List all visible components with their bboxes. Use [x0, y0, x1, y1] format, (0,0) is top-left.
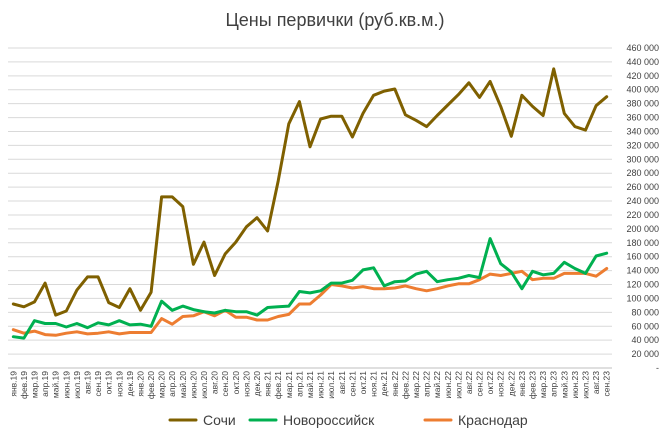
x-tick-label: янв.23 [517, 371, 527, 397]
y-tick-label: - [656, 363, 659, 373]
y-axis-ticks: - 20 000 40 000 60 000 80 000 100 000 120 000 1… [626, 43, 659, 373]
x-tick-label: фев.23 [528, 371, 538, 399]
x-tick-label: окт.21 [358, 371, 368, 395]
series-line-0 [11, 67, 609, 317]
x-tick-label: авг.21 [337, 371, 347, 394]
x-tick-label: июл.22 [453, 371, 463, 399]
x-tick-label: апр.22 [422, 371, 432, 397]
x-tick-label: окт.20 [231, 371, 241, 395]
y-tick-label: 300 000 [626, 154, 659, 164]
x-axis-ticks: янв.19 фев.19 мар.19 апр.19 май.19 июн.19 июл.… [8, 371, 611, 399]
x-tick-label: окт.22 [485, 371, 495, 395]
x-tick-label: авг.22 [464, 371, 474, 394]
legend-label: Краснодар [458, 412, 528, 428]
x-tick-label: апр.21 [294, 371, 304, 397]
x-tick-label: мар.19 [29, 371, 39, 398]
x-tick-label: июн.22 [443, 371, 453, 399]
chart-title: Цены первички (руб.кв.м.) [225, 10, 444, 30]
x-tick-label: сен.20 [220, 371, 230, 397]
y-tick-label: 100 000 [626, 293, 659, 303]
x-tick-label: фев.19 [19, 371, 29, 399]
x-tick-label: ноя.21 [369, 371, 379, 397]
x-tick-label: май.19 [51, 371, 61, 398]
x-tick-label: янв.19 [8, 371, 18, 397]
x-tick-label: июл.19 [72, 371, 82, 399]
x-tick-label: июн.23 [570, 371, 580, 399]
y-tick-label: 320 000 [626, 140, 659, 150]
x-tick-label: янв.22 [390, 371, 400, 397]
y-tick-label: 360 000 [626, 113, 659, 123]
y-tick-label: 240 000 [626, 196, 659, 206]
series-line-2 [11, 267, 609, 337]
x-tick-label: фев.22 [400, 371, 410, 399]
y-tick-label: 80 000 [631, 307, 659, 317]
y-tick-label: 200 000 [626, 224, 659, 234]
x-tick-label: апр.23 [549, 371, 559, 397]
y-tick-label: 340 000 [626, 126, 659, 136]
legend-label: Новороссийск [283, 412, 375, 428]
x-tick-label: дек.20 [252, 371, 262, 396]
y-tick-label: 20 000 [631, 349, 659, 359]
y-tick-label: 460 000 [626, 43, 659, 53]
x-tick-label: мар.22 [411, 371, 421, 398]
x-tick-label: ноя.20 [241, 371, 251, 397]
x-tick-label: июн.20 [188, 371, 198, 399]
y-tick-label: 60 000 [631, 321, 659, 331]
x-tick-label: июл.20 [199, 371, 209, 399]
y-tick-label: 160 000 [626, 252, 659, 262]
y-tick-label: 220 000 [626, 210, 659, 220]
x-tick-label: дек.22 [506, 371, 516, 396]
x-tick-label: авг.20 [210, 371, 220, 394]
x-tick-label: май.20 [178, 371, 188, 398]
x-tick-label: дек.21 [379, 371, 389, 396]
x-tick-label: фев.20 [146, 371, 156, 399]
y-tick-label: 400 000 [626, 85, 659, 95]
x-tick-label: мар.21 [284, 371, 294, 398]
x-tick-label: июн.19 [61, 371, 71, 399]
x-tick-label: июн.21 [316, 371, 326, 399]
y-tick-label: 40 000 [631, 335, 659, 345]
x-tick-label: сен.22 [475, 371, 485, 397]
y-tick-label: 280 000 [626, 168, 659, 178]
x-tick-label: июл.23 [581, 371, 591, 399]
x-tick-label: окт.19 [104, 371, 114, 395]
x-tick-label: фев.21 [273, 371, 283, 399]
y-tick-label: 380 000 [626, 99, 659, 109]
x-tick-label: май.22 [432, 371, 442, 398]
x-tick-label: авг.19 [82, 371, 92, 394]
x-tick-label: май.23 [559, 371, 569, 398]
x-tick-label: ноя.19 [114, 371, 124, 397]
x-tick-label: май.21 [305, 371, 315, 398]
x-tick-label: авг.23 [591, 371, 601, 394]
series-line-1 [11, 237, 609, 340]
gridlines [8, 47, 612, 369]
x-tick-label: сен.19 [93, 371, 103, 397]
x-tick-label: янв.21 [263, 371, 273, 397]
x-tick-label: сен.23 [602, 371, 612, 397]
legend-label: Сочи [203, 412, 236, 428]
series-lines [11, 67, 609, 340]
y-tick-label: 180 000 [626, 238, 659, 248]
y-tick-label: 440 000 [626, 57, 659, 67]
x-tick-label: мар.20 [157, 371, 167, 398]
y-tick-label: 260 000 [626, 182, 659, 192]
legend: Сочи Новороссийск Краснодар [168, 412, 528, 428]
y-tick-label: 420 000 [626, 71, 659, 81]
x-tick-label: июл.21 [326, 371, 336, 399]
x-tick-label: апр.19 [40, 371, 50, 397]
x-tick-label: мар.23 [538, 371, 548, 398]
x-tick-label: сен.21 [347, 371, 357, 397]
x-tick-label: янв.20 [135, 371, 145, 397]
x-tick-label: дек.19 [125, 371, 135, 396]
y-tick-label: 120 000 [626, 280, 659, 290]
x-tick-label: апр.20 [167, 371, 177, 397]
x-tick-label: ноя.22 [496, 371, 506, 397]
y-tick-label: 140 000 [626, 266, 659, 276]
